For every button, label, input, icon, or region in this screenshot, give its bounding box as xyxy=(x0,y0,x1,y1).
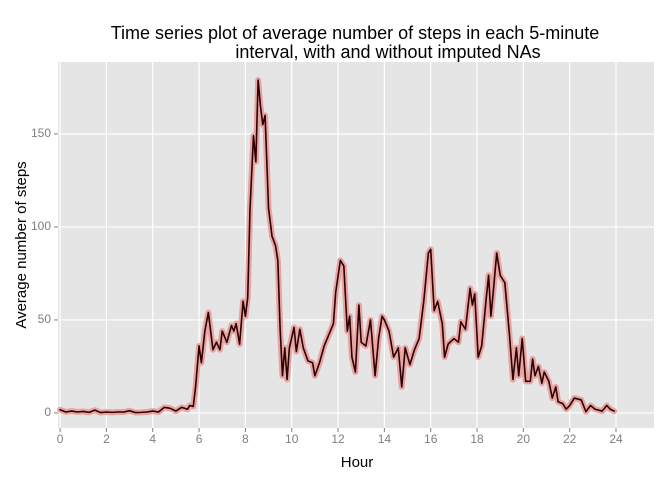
x-tick-label: 20 xyxy=(517,432,531,446)
x-tick-label: 18 xyxy=(470,432,484,446)
x-tick-label: 0 xyxy=(57,432,64,446)
y-tick-label: 0 xyxy=(44,405,51,419)
x-tick-label: 4 xyxy=(149,432,156,446)
x-axis-title: Hour xyxy=(341,454,374,471)
x-tick-label: 16 xyxy=(424,432,438,446)
x-tick-label: 6 xyxy=(196,432,203,446)
x-tick-label: 2 xyxy=(103,432,110,446)
x-tick-label: 22 xyxy=(563,432,577,446)
x-tick-label: 10 xyxy=(285,432,299,446)
chart-title: Time series plot of average number of st… xyxy=(111,23,600,43)
x-tick-label: 12 xyxy=(331,432,345,446)
x-tick-label: 8 xyxy=(242,432,249,446)
x-tick-label: 24 xyxy=(609,432,623,446)
x-tick-label: 14 xyxy=(378,432,392,446)
y-tick-label: 100 xyxy=(31,219,51,233)
chart-title: interval, with and without imputed NAs xyxy=(235,42,540,62)
y-tick-label: 150 xyxy=(31,126,51,140)
y-tick-label: 50 xyxy=(38,312,52,326)
series-line xyxy=(59,79,615,414)
y-axis-title: Average number of steps xyxy=(13,161,30,328)
